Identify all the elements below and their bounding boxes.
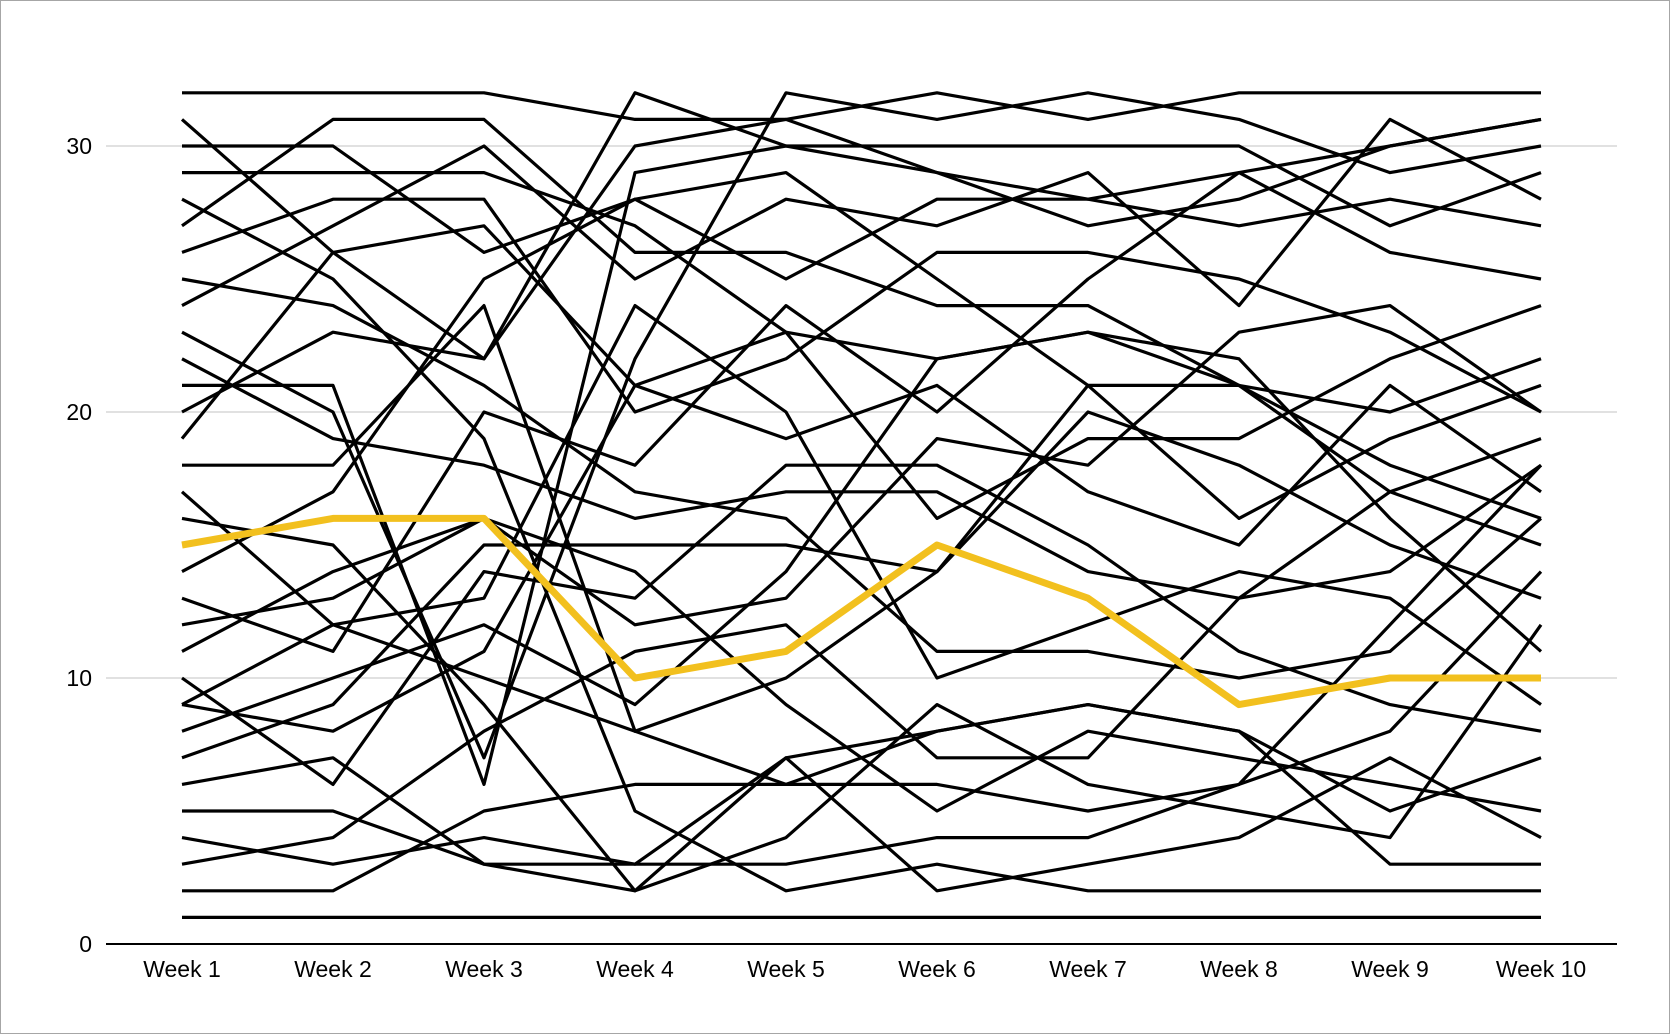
- series-line-19: [181, 171, 1542, 574]
- series-line-14: [181, 117, 1542, 414]
- x-tick-label: Week 2: [294, 956, 372, 982]
- series-line-12: [181, 357, 1542, 600]
- y-tick-label: 0: [79, 931, 92, 957]
- highlighted-series: [181, 514, 1541, 709]
- x-tick-label: Week 10: [1496, 956, 1586, 982]
- series-line-32: [181, 570, 1543, 813]
- series-line-30: [181, 437, 1542, 866]
- series-line-21: [181, 516, 1542, 813]
- y-tick-label: 30: [66, 133, 92, 159]
- series-lines: [180, 91, 1543, 920]
- series-line-9: [181, 277, 1543, 680]
- x-tick-label: Week 5: [747, 956, 825, 982]
- x-tick-label: Week 6: [898, 956, 976, 982]
- series-line-7: [181, 117, 1542, 520]
- x-tick-label: Week 4: [596, 956, 674, 982]
- series-line-28: [182, 464, 1543, 866]
- y-tick-label: 20: [66, 399, 92, 425]
- series-line-29: [181, 756, 1542, 893]
- x-tick-label: Week 8: [1200, 956, 1278, 982]
- series-line-22: [181, 304, 1542, 653]
- x-tick-label: Week 7: [1049, 956, 1127, 982]
- series-line-31: [182, 702, 1542, 893]
- y-axis-tick-labels: 0 10 20 30: [66, 133, 92, 957]
- x-tick-label: Week 1: [143, 956, 221, 982]
- x-axis-tick-labels: Week 1 Week 2 Week 3 Week 4 Week 5 Week 6 Week…: [143, 956, 1586, 982]
- x-tick-label: Week 3: [445, 956, 523, 982]
- y-tick-label: 10: [66, 665, 92, 691]
- highlighted-series-line: [181, 514, 1541, 709]
- series-line-26: [181, 383, 1542, 760]
- series-line-24: [181, 304, 1542, 733]
- series-line-15: [180, 224, 1542, 547]
- series-line-27: [181, 623, 1543, 893]
- series-line-6: [181, 197, 1541, 893]
- series-line-13: [182, 117, 1542, 787]
- series-line-20: [181, 117, 1542, 654]
- series-line-8: [181, 197, 1542, 414]
- x-tick-label: Week 9: [1351, 956, 1429, 982]
- series-line-17: [180, 304, 1542, 706]
